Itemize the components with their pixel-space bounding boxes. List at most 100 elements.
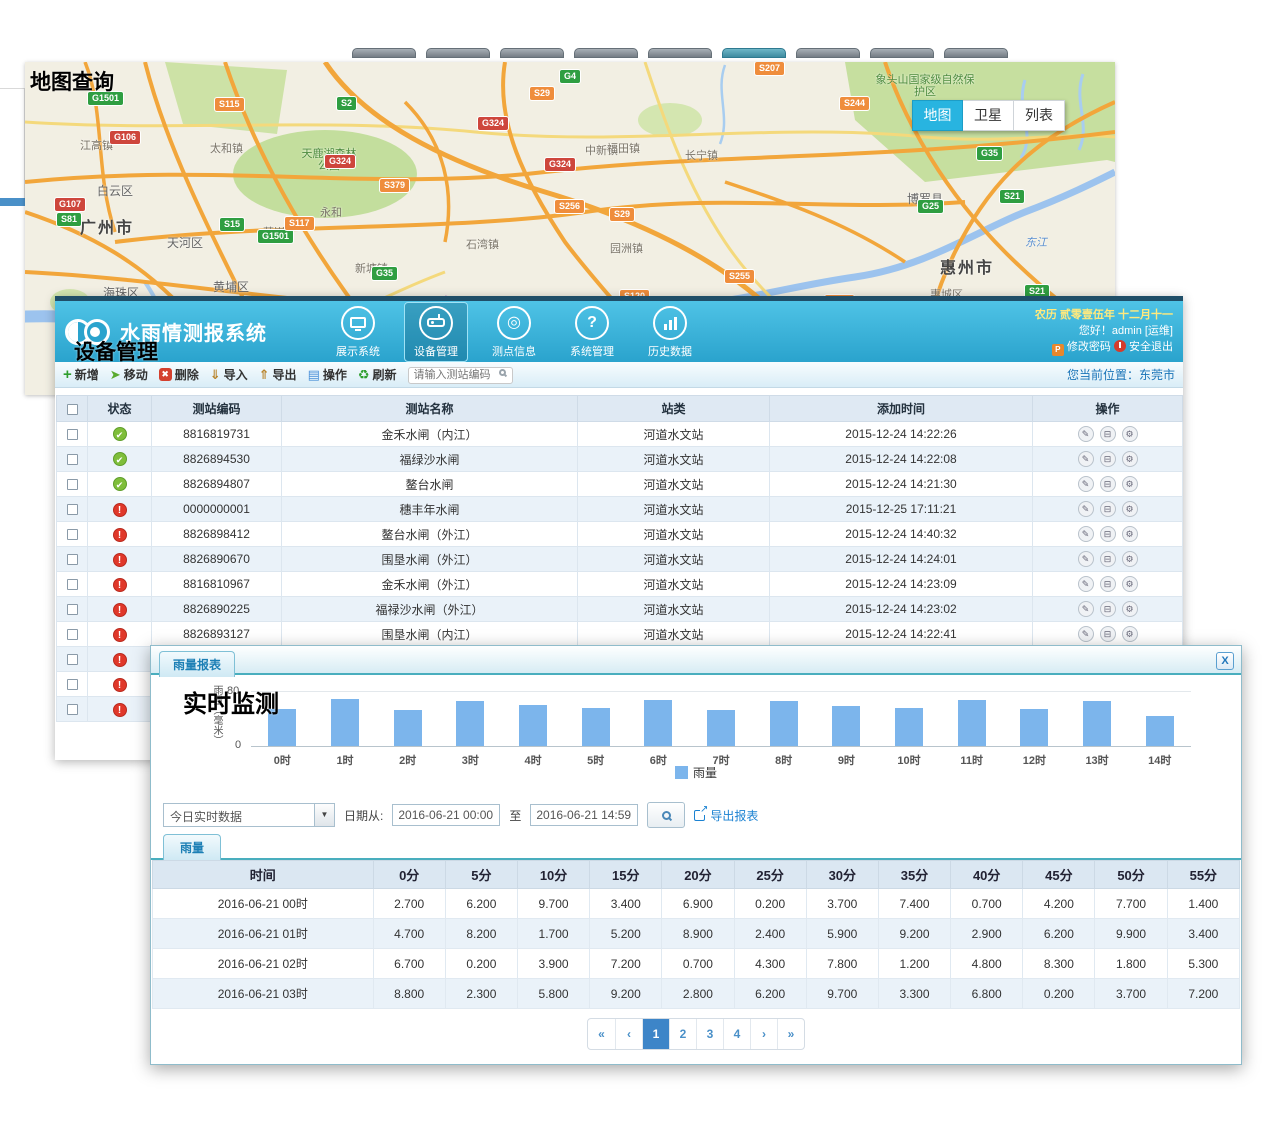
query-button[interactable] (647, 802, 686, 828)
date-from-label: 日期从: (344, 808, 384, 823)
page-button-3[interactable]: 3 (696, 1019, 723, 1049)
row-checkbox[interactable] (66, 504, 78, 516)
settings-icon[interactable]: ⚙ (1121, 501, 1138, 517)
page-button-«[interactable]: « (598, 1027, 605, 1041)
settings-icon[interactable]: ⚙ (1121, 601, 1138, 617)
page-button-›[interactable]: › (750, 1019, 777, 1049)
edit-icon[interactable]: ✎ (1077, 576, 1094, 592)
edit-icon[interactable]: ✎ (1077, 526, 1094, 542)
change-password-link[interactable]: 修改密码 (1066, 341, 1111, 353)
nav-item-展示系统[interactable]: 展示系统 (326, 302, 390, 362)
rain-report-dialog: 雨量报表 X 雨量（毫米） 80 0 0时 1时 2时 3时 4时 5时 6时 7时 8时 9时 1… (150, 645, 1242, 1065)
row-checkbox[interactable] (66, 554, 78, 566)
background-tab[interactable] (648, 48, 712, 58)
delete-icon[interactable]: ⊟ (1099, 501, 1116, 517)
toolbar-button-操作[interactable]: ▤ 操作 (308, 366, 347, 383)
toolbar-button-导出[interactable]: ⇑ 导出 (259, 366, 297, 383)
page-button-4[interactable]: 4 (723, 1019, 750, 1049)
page-button-1[interactable]: 1 (642, 1019, 669, 1049)
row-checkbox[interactable] (66, 479, 78, 491)
rain-value: 6.200 (1022, 918, 1096, 949)
target-glyph-icon: ◎ (507, 313, 521, 331)
background-tab[interactable] (944, 48, 1008, 58)
delete-icon[interactable]: ⊟ (1099, 476, 1116, 492)
station-search-input[interactable] (407, 366, 513, 384)
data-mode-select[interactable]: 今日实时数据 (163, 803, 335, 827)
close-icon[interactable]: X (1216, 652, 1234, 670)
date-to-input[interactable] (530, 804, 639, 826)
settings-icon[interactable]: ⚙ (1121, 576, 1138, 592)
settings-icon[interactable]: ⚙ (1121, 426, 1138, 442)
settings-icon[interactable]: ⚙ (1121, 451, 1138, 467)
export-report-link[interactable]: 导出报表 (694, 804, 758, 824)
toolbar-button-导入[interactable]: ⇓ 导入 (210, 366, 248, 383)
row-checkbox[interactable] (66, 604, 78, 616)
delete-icon[interactable]: ⊟ (1099, 626, 1116, 642)
edit-icon[interactable]: ✎ (1077, 551, 1094, 567)
row-checkbox[interactable] (66, 704, 78, 716)
settings-icon[interactable]: ⚙ (1121, 476, 1138, 492)
station-code: 8826894807 (151, 471, 282, 497)
page-button-‹[interactable]: ‹ (615, 1019, 642, 1049)
select-all-checkbox[interactable] (66, 403, 78, 415)
background-tab[interactable] (722, 48, 786, 58)
background-tab[interactable] (352, 48, 416, 58)
settings-icon[interactable]: ⚙ (1121, 551, 1138, 567)
status-cell: ! (87, 571, 152, 597)
station-code: 8826894530 (151, 446, 282, 472)
tab-rain[interactable]: 雨量 (163, 834, 222, 860)
background-tab[interactable] (426, 48, 490, 58)
date-from-input[interactable] (392, 804, 501, 826)
row-checkbox[interactable] (66, 679, 78, 691)
map-place-label: 太和镇 (210, 143, 243, 155)
edit-icon[interactable]: ✎ (1077, 451, 1094, 467)
delete-icon[interactable]: ⊟ (1099, 426, 1116, 442)
map-view-button-地图[interactable]: 地图 (912, 100, 963, 131)
nav-item-设备管理[interactable]: 设备管理 (404, 301, 468, 362)
row-checkbox[interactable] (66, 429, 78, 441)
status-cell: ! (87, 521, 152, 547)
toolbar-button-新增[interactable]: + 新增 (63, 366, 99, 383)
toolbar-button-移动[interactable]: ➤ 移动 (110, 366, 148, 383)
nav-item-历史数据[interactable]: 历史数据 (638, 302, 702, 362)
rain-value: 6.200 (444, 888, 518, 919)
pagination: « ‹ 1 2 3 4 ›» (151, 1018, 1241, 1050)
map-view-button-卫星[interactable]: 卫星 (963, 100, 1014, 131)
delete-icon[interactable]: ⊟ (1099, 601, 1116, 617)
tab-rain-report[interactable]: 雨量报表 (159, 651, 236, 677)
dropdown-arrow-icon[interactable] (314, 804, 334, 826)
page-button-»[interactable]: » (777, 1019, 804, 1049)
edit-icon[interactable]: ✎ (1077, 501, 1094, 517)
background-tab[interactable] (870, 48, 934, 58)
map-view-button-列表[interactable]: 列表 (1014, 100, 1065, 131)
road-badge: G324 (325, 155, 356, 168)
toolbar-button-删除[interactable]: ✖ 删除 (158, 366, 199, 383)
rain-value: 9.200 (877, 918, 952, 949)
status-cell: ✔ (87, 471, 152, 497)
edit-icon[interactable]: ✎ (1077, 626, 1094, 642)
settings-icon[interactable]: ⚙ (1121, 626, 1138, 642)
nav-item-系统管理[interactable]: ? 系统管理 (560, 302, 624, 362)
row-checkbox[interactable] (66, 629, 78, 641)
row-checkbox[interactable] (66, 579, 78, 591)
edit-icon[interactable]: ✎ (1077, 426, 1094, 442)
delete-icon[interactable]: ⊟ (1099, 551, 1116, 567)
row-checkbox[interactable] (66, 654, 78, 666)
row-checkbox[interactable] (66, 454, 78, 466)
background-tab[interactable] (500, 48, 564, 58)
edit-icon[interactable]: ✎ (1077, 476, 1094, 492)
delete-icon[interactable]: ⊟ (1099, 526, 1116, 542)
actions-cell: ✎ ⊟ ⚙ (1032, 471, 1183, 497)
edit-icon[interactable]: ✎ (1077, 601, 1094, 617)
background-tab[interactable] (796, 48, 860, 58)
toolbar-button-刷新[interactable]: ♻ 刷新 (358, 366, 397, 383)
background-tab[interactable] (574, 48, 638, 58)
logout-link[interactable]: 安全退出 (1129, 341, 1173, 353)
settings-icon[interactable]: ⚙ (1121, 526, 1138, 542)
delete-icon[interactable]: ⊟ (1099, 576, 1116, 592)
delete-icon[interactable]: ⊟ (1099, 451, 1116, 467)
row-checkbox[interactable] (66, 529, 78, 541)
nav-item-测点信息[interactable]: ◎ 测点信息 (482, 302, 546, 362)
page-button-2[interactable]: 2 (669, 1019, 696, 1049)
search-icon[interactable] (498, 369, 506, 377)
